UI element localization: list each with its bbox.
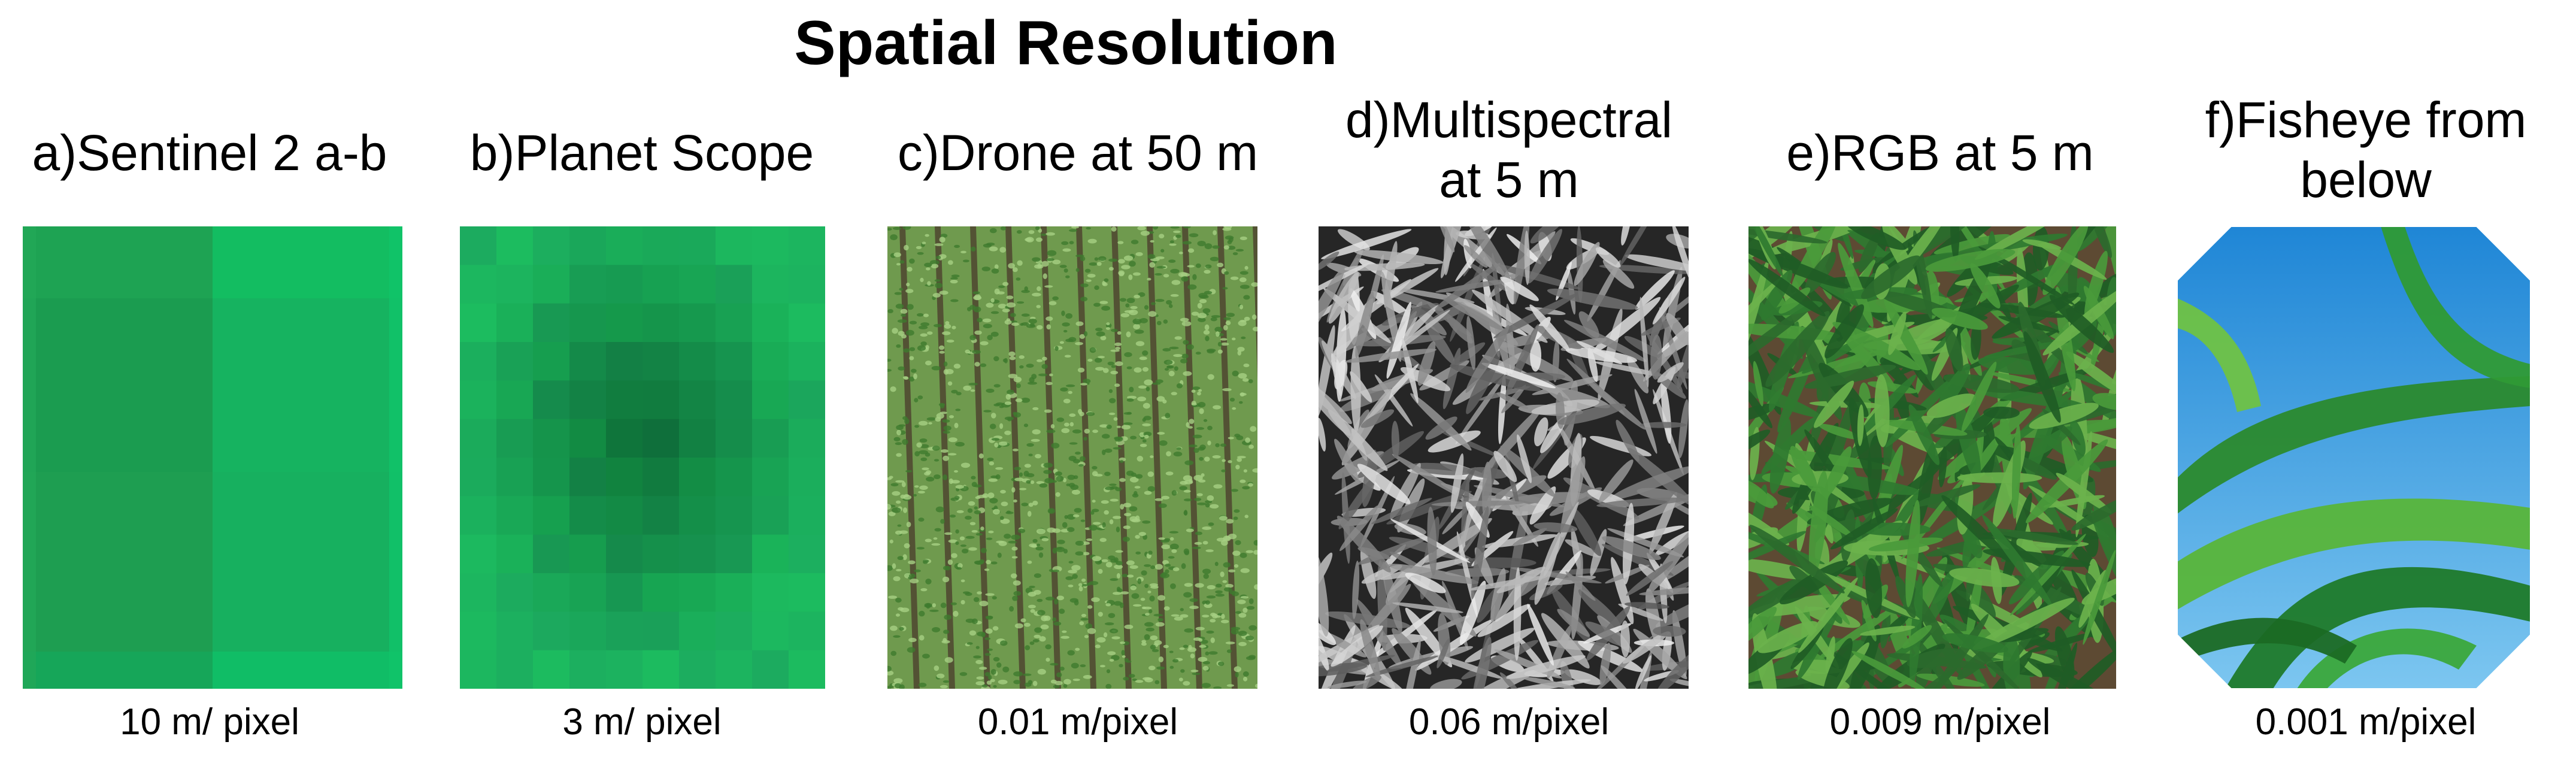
fisheye-image [2177,226,2530,689]
sentinel-image [23,226,402,689]
resolution-planet-scope: 3 m/ pixel [562,701,722,743]
panel-label-rgb: e)RGB at 5 m [1786,125,2094,181]
panel-sentinel: a)Sentinel 2 a-b 10 m/ pixel [0,0,419,769]
resolution-fisheye: 0.001 m/pixel [2255,701,2477,743]
resolution-rgb: 0.009 m/pixel [1829,701,2051,743]
panel-fisheye: f)Fisheye from below 0.001 m/pixel [2156,0,2576,769]
planet-scope-image [460,226,825,689]
panel-label-planet-scope: b)Planet Scope [469,125,814,181]
rgb-image [1748,226,2116,689]
panel-planet-scope: b)Planet Scope 3 m/ pixel [432,0,851,769]
drone-image [887,226,1257,689]
resolution-drone: 0.01 m/pixel [977,701,1178,743]
resolution-sentinel: 10 m/ pixel [120,701,299,743]
panel-label-drone: c)Drone at 50 m [897,125,1259,181]
panel-label-fisheye: f)Fisheye from below [2205,92,2527,208]
resolution-multispectral: 0.06 m/pixel [1408,701,1610,743]
panel-multispectral: d)Multispectral at 5 m 0.06 m/pixel [1293,0,1725,769]
panel-label-sentinel: a)Sentinel 2 a-b [32,125,387,181]
multispectral-image [1319,226,1689,689]
panel-drone: c)Drone at 50 m 0.01 m/pixel [862,0,1293,769]
figure-title: Spatial Resolution [794,8,1338,78]
panel-rgb: e)RGB at 5 m 0.009 m/pixel [1725,0,2156,769]
panel-label-multispectral: d)Multispectral at 5 m [1345,92,1673,208]
